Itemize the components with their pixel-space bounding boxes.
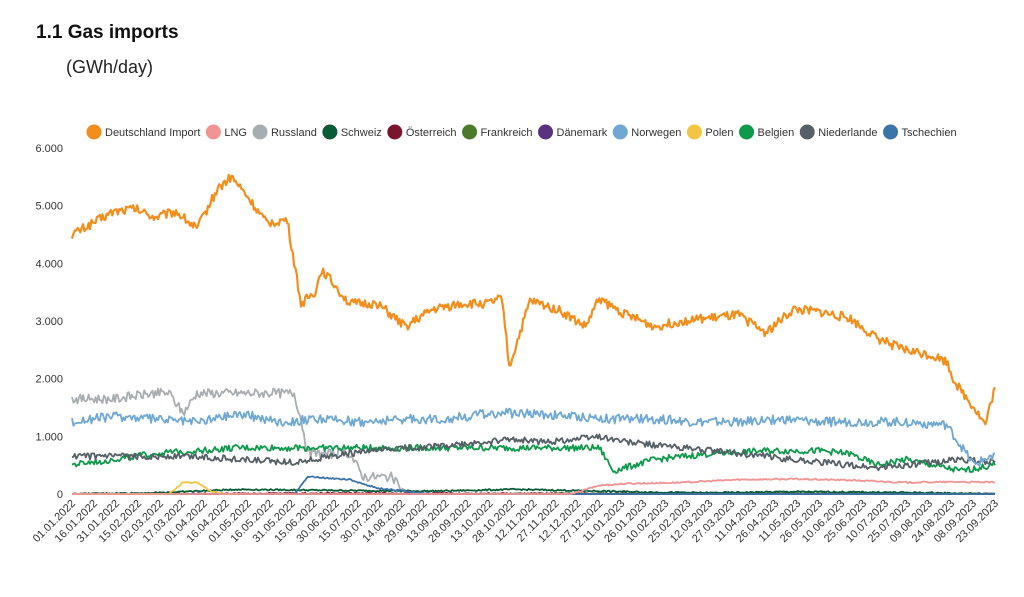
legend-marker: [86, 124, 102, 140]
legend: Deutschland Import LNG Russland Schweiz Öste…: [86, 124, 957, 140]
legend-label[interactable]: Belgien: [758, 127, 795, 139]
series-line: [71, 407, 996, 467]
legend-label[interactable]: LNG: [224, 127, 247, 139]
series-line: [71, 443, 996, 474]
series-line: [71, 387, 419, 495]
y-tick-label: 6.000: [35, 143, 63, 155]
y-tick-label: 2.000: [35, 374, 63, 386]
x-axis: 01.01.202216.01.202231.01.202215.02.2022…: [31, 498, 1001, 545]
y-tick-label: 4.000: [35, 258, 63, 270]
legend-marker: [739, 124, 755, 140]
y-tick-label: 0: [57, 489, 63, 501]
legend-label[interactable]: Niederlande: [818, 127, 877, 139]
y-tick-label: 3.000: [35, 316, 63, 328]
legend-marker: [462, 124, 478, 140]
legend-label[interactable]: Schweiz: [341, 127, 382, 139]
legend-marker: [799, 124, 815, 140]
legend-marker: [538, 124, 554, 140]
legend-label[interactable]: Tschechien: [902, 127, 957, 139]
y-tick-label: 1.000: [35, 431, 63, 443]
legend-marker: [387, 124, 403, 140]
legend-marker: [252, 124, 268, 140]
series-line: [72, 477, 995, 495]
series-line: [71, 487, 996, 495]
legend-label[interactable]: Frankreich: [481, 127, 533, 139]
plot-area: [70, 173, 996, 495]
series-line: [71, 433, 996, 472]
y-tick-label: 5.000: [35, 201, 63, 213]
legend-label[interactable]: Polen: [705, 127, 733, 139]
series-line: [70, 173, 996, 426]
chart-title: 1.1 Gas imports: [36, 22, 179, 43]
legend-label[interactable]: Norwegen: [631, 127, 681, 139]
legend-marker: [322, 124, 338, 140]
legend-label[interactable]: Deutschland Import: [105, 127, 200, 139]
chart-subtitle: (GWh/day): [66, 57, 154, 77]
legend-label[interactable]: Dänemark: [557, 127, 608, 139]
legend-label[interactable]: Österreich: [406, 127, 457, 139]
legend-label[interactable]: Russland: [271, 127, 317, 139]
legend-marker: [612, 124, 628, 140]
legend-marker: [205, 124, 221, 140]
legend-marker: [686, 124, 702, 140]
legend-marker: [883, 124, 899, 140]
